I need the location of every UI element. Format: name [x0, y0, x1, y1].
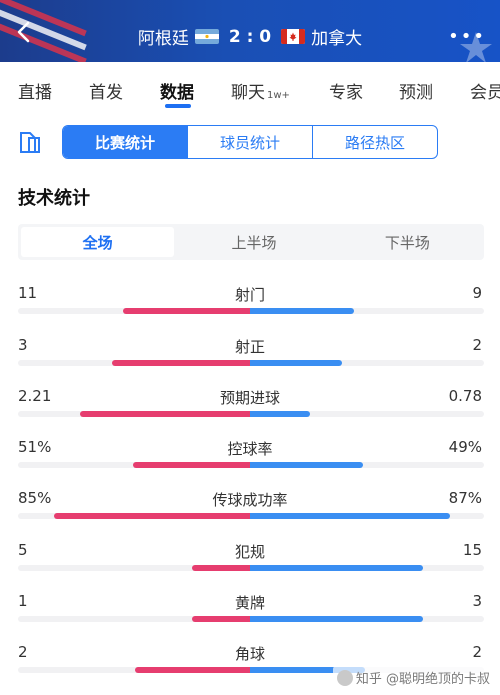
period-second-half[interactable]: 下半场	[384, 233, 430, 252]
away-bar	[250, 667, 365, 673]
home-value: 2.21	[18, 387, 52, 405]
tab-live[interactable]: 直播	[18, 83, 52, 103]
match-header: 阿根廷 2 : 0 加拿大 •••	[0, 0, 500, 62]
stat-row-possession: 51% 控球率 49%	[0, 438, 500, 488]
stat-label: 控球率	[227, 440, 273, 458]
tab-expert[interactable]: 专家	[329, 83, 363, 103]
away-bar	[250, 616, 423, 622]
home-bar	[123, 308, 250, 314]
home-bar	[54, 513, 250, 519]
segment-heatmap[interactable]: 路径热区	[344, 133, 405, 152]
home-bar	[135, 667, 250, 673]
tab-member[interactable]: 会员	[470, 83, 500, 103]
away-value: 87%	[448, 489, 482, 507]
stat-row-fouls: 5 犯规 15	[0, 541, 500, 591]
away-value: 49%	[448, 438, 482, 456]
home-bar	[80, 411, 250, 417]
home-value: 85%	[18, 489, 52, 507]
away-value: 2	[472, 336, 482, 354]
more-options-button[interactable]: •••	[448, 26, 486, 47]
away-team-name: 加拿大	[311, 29, 363, 49]
tab-chat[interactable]: 聊天 1w+	[231, 83, 290, 103]
home-value: 5	[18, 541, 28, 559]
home-bar	[112, 360, 250, 366]
home-bar	[192, 616, 250, 622]
back-arrow-icon[interactable]	[12, 20, 36, 44]
share-export-icon[interactable]	[17, 128, 45, 156]
away-value: 0.78	[448, 387, 482, 405]
canada-flag-icon	[281, 29, 306, 44]
chat-count-badge: 1w+	[267, 90, 290, 101]
away-bar	[250, 462, 363, 468]
away-value: 9	[472, 284, 482, 302]
stat-row-corners: 2 角球 2	[0, 643, 500, 693]
period-selector: 全场 上半场 下半场	[18, 224, 484, 260]
stats-type-segmented-control: 比赛统计 球员统计 路径热区	[62, 125, 438, 159]
home-bar	[133, 462, 250, 468]
away-bar	[250, 411, 310, 417]
stat-row-shots-on-target: 3 射正 2	[0, 336, 500, 386]
segment-match-stats[interactable]: 比赛统计	[63, 126, 188, 158]
stat-row-yellow-cards: 1 黄牌 3	[0, 592, 500, 642]
active-tab-indicator	[165, 104, 191, 108]
away-value: 15	[462, 541, 482, 559]
match-score: 2 : 0	[228, 26, 272, 47]
stat-label: 预期进球	[219, 389, 280, 407]
tab-stats[interactable]: 数据	[160, 83, 194, 103]
stat-label: 黄牌	[234, 594, 265, 612]
argentina-flag-icon	[194, 29, 219, 44]
stat-label: 射门	[234, 286, 265, 304]
home-value: 11	[18, 284, 38, 302]
tab-prediction[interactable]: 预测	[399, 83, 433, 103]
watermark-text: 知乎 @聪明绝顶的卡叔	[355, 672, 490, 687]
home-team-name: 阿根廷	[137, 29, 189, 49]
stat-label: 角球	[234, 645, 265, 663]
main-tab-bar: 直播 首发 数据 聊天 1w+ 专家 预测 会员	[0, 62, 500, 114]
stat-row-shots: 11 射门 9	[0, 284, 500, 334]
home-value: 2	[18, 643, 28, 661]
away-bar	[250, 308, 354, 314]
match-title: 阿根廷 2 : 0 加拿大	[0, 24, 500, 50]
away-bar	[250, 565, 423, 571]
home-bar	[192, 565, 250, 571]
home-value: 3	[18, 336, 28, 354]
stat-label: 射正	[234, 338, 265, 356]
stat-label: 传球成功率	[212, 491, 288, 509]
stat-label: 犯规	[234, 543, 265, 561]
home-value: 1	[18, 592, 28, 610]
away-value: 3	[472, 592, 482, 610]
period-first-half[interactable]: 上半场	[231, 233, 277, 252]
away-value: 2	[472, 643, 482, 661]
away-bar	[250, 513, 450, 519]
home-value: 51%	[18, 438, 52, 456]
away-bar	[250, 360, 342, 366]
stat-row-expected-goals: 2.21 预期进球 0.78	[0, 387, 500, 437]
watermark-logo-icon	[336, 669, 353, 686]
watermark: 知乎 @聪明绝顶的卡叔	[332, 666, 494, 689]
star-decoration-icon	[460, 32, 492, 62]
stat-row-pass-accuracy: 85% 传球成功率 87%	[0, 489, 500, 539]
segment-player-stats[interactable]: 球员统计	[188, 126, 313, 158]
period-full-match[interactable]: 全场	[21, 227, 175, 257]
section-title: 技术统计	[18, 188, 90, 209]
tab-lineup[interactable]: 首发	[89, 83, 123, 103]
